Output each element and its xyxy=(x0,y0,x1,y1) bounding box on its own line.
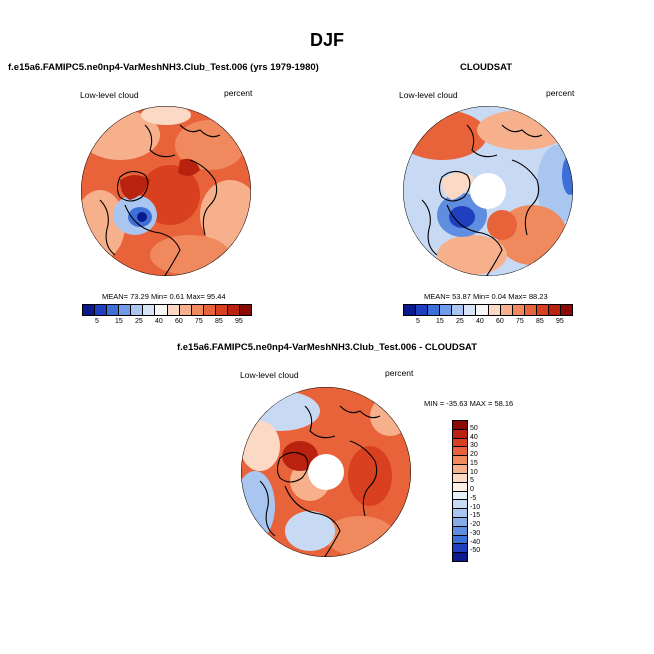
model-panel-title: f.e15a6.FAMIPC5.ne0np4-VarMeshNH3.Club_T… xyxy=(8,62,319,73)
model-colorbar-tick-label: 85 xyxy=(215,318,223,325)
obs-colorbar-swatch-1 xyxy=(416,305,429,315)
model-colorbar-tick-label: 15 xyxy=(115,318,123,325)
obs-colorbar-tick-label: 95 xyxy=(556,318,564,325)
diff-colorbar-swatch-5 xyxy=(453,465,467,474)
diff-colorbar-swatch-15 xyxy=(453,553,467,561)
model-colorbar-swatch-10 xyxy=(203,305,216,315)
diff-colorbar-swatch-13 xyxy=(453,535,467,545)
obs-colorbar-swatch-7 xyxy=(488,305,501,315)
diff-stats: MIN = -35.63 MAX = 58.16 xyxy=(424,399,514,408)
obs-panel-title: CLOUDSAT xyxy=(460,62,513,73)
obs-colorbar-swatch-6 xyxy=(476,305,489,315)
diff-colorbar-tick-label: -10 xyxy=(470,503,481,511)
diff-colorbar-swatch-9 xyxy=(453,500,467,510)
diff-colorbar-swatch-8 xyxy=(453,491,467,501)
diff-colorbar-tick-label: 10 xyxy=(470,468,478,476)
obs-colorbar xyxy=(403,304,573,316)
obs-colorbar-swatch-10 xyxy=(524,305,537,315)
obs-colorbar-swatch-8 xyxy=(500,305,513,315)
obs-colorbar-tick-label: 60 xyxy=(496,318,504,325)
obs-polar-map xyxy=(403,106,573,276)
model-colorbar-tick-label: 5 xyxy=(95,318,99,325)
model-colorbar-swatch-11 xyxy=(215,305,228,315)
diff-colorbar-ticks: 50 40 30 20 15 10 5 0 -5 -10 -15 -20 -30 -40 -50 xyxy=(470,420,510,562)
diff-variable-label: Low-level cloud xyxy=(240,370,299,380)
diff-colorbar-tick-label: 5 xyxy=(470,477,474,485)
diff-colorbar-tick-label: 15 xyxy=(470,459,478,467)
diff-colorbar-tick-label: 20 xyxy=(470,451,478,458)
diff-colorbar-swatch-0 xyxy=(453,421,467,430)
model-colorbar-tick-label: 60 xyxy=(175,318,183,325)
diff-units-label: percent xyxy=(385,368,414,378)
model-colorbar-swatch-12 xyxy=(227,305,241,315)
model-colorbar-tick-label: 40 xyxy=(155,318,163,325)
diff-colorbar xyxy=(452,420,468,562)
model-colorbar-swatch-4 xyxy=(131,305,144,315)
model-colorbar-swatch-0 xyxy=(83,305,96,315)
obs-units-label: percent xyxy=(546,88,575,98)
obs-colorbar-swatch-13 xyxy=(561,305,573,315)
obs-colorbar-swatch-4 xyxy=(452,305,465,315)
diff-colorbar-swatch-11 xyxy=(453,517,467,527)
obs-colorbar-swatch-2 xyxy=(428,305,441,315)
obs-colorbar-tick-label: 40 xyxy=(476,318,484,325)
diff-colorbar-swatch-4 xyxy=(453,456,467,466)
obs-colorbar-swatch-5 xyxy=(464,305,477,315)
model-colorbar-swatch-2 xyxy=(107,305,120,315)
diff-colorbar-swatch-2 xyxy=(453,438,467,448)
diff-colorbar-swatch-12 xyxy=(453,526,467,536)
diff-colorbar-tick-label: -50 xyxy=(470,547,481,555)
model-colorbar-ticks: 5 15 25 40 60 75 85 95 xyxy=(82,318,252,328)
model-stats: MEAN= 73.29 Min= 0.61 Max= 95.44 xyxy=(102,292,226,301)
diff-panel-title: f.e15a6.FAMIPC5.ne0np4-VarMeshNH3.Club_T… xyxy=(176,342,478,353)
diff-polar-map xyxy=(241,387,411,557)
obs-variable-label: Low-level cloud xyxy=(399,90,458,100)
model-colorbar-tick-label: 25 xyxy=(135,318,143,325)
model-units-label: percent xyxy=(224,88,253,98)
diff-colorbar-tick-label: 0 xyxy=(470,486,474,493)
diff-colorbar-swatch-14 xyxy=(453,544,467,554)
obs-colorbar-swatch-9 xyxy=(512,305,525,315)
model-colorbar-tick-label: 95 xyxy=(235,318,243,325)
model-colorbar-swatch-5 xyxy=(143,305,156,315)
model-variable-label: Low-level cloud xyxy=(80,90,139,100)
obs-stats: MEAN= 53.87 Min= 0.04 Max= 88.23 xyxy=(424,292,548,301)
diff-colorbar-swatch-10 xyxy=(453,509,467,518)
diff-colorbar-tick-label: 40 xyxy=(470,433,478,441)
diff-colorbar-tick-label: -5 xyxy=(470,494,477,502)
diff-colorbar-swatch-1 xyxy=(453,429,467,439)
obs-colorbar-tick-label: 75 xyxy=(516,318,524,325)
obs-colorbar-tick-label: 25 xyxy=(456,318,464,325)
diff-colorbar-tick-label: -30 xyxy=(470,529,481,537)
obs-colorbar-tick-label: 85 xyxy=(536,318,544,325)
diff-colorbar-tick-label: -15 xyxy=(470,512,481,520)
model-polar-map xyxy=(81,106,251,276)
figure-title: DJF xyxy=(309,30,344,50)
diff-colorbar-swatch-7 xyxy=(453,482,467,492)
obs-colorbar-swatch-0 xyxy=(404,305,417,315)
obs-colorbar-tick-label: 5 xyxy=(416,318,420,325)
model-colorbar-swatch-6 xyxy=(155,305,168,315)
diff-colorbar-tick-label: 30 xyxy=(470,442,478,450)
model-colorbar-swatch-9 xyxy=(191,305,204,315)
diff-colorbar-swatch-6 xyxy=(453,473,467,483)
obs-colorbar-swatch-3 xyxy=(440,305,453,315)
diff-colorbar-tick-label: 50 xyxy=(470,424,478,432)
obs-colorbar-ticks: 5 15 25 40 60 75 85 95 xyxy=(403,318,573,328)
model-colorbar-swatch-7 xyxy=(167,305,180,315)
diff-colorbar-tick-label: -40 xyxy=(470,538,481,546)
model-colorbar-swatch-13 xyxy=(240,305,252,315)
model-colorbar-swatch-8 xyxy=(179,305,192,315)
model-colorbar xyxy=(82,304,252,316)
obs-colorbar-swatch-12 xyxy=(548,305,562,315)
model-colorbar-swatch-1 xyxy=(95,305,108,315)
obs-colorbar-swatch-11 xyxy=(536,305,549,315)
obs-colorbar-tick-label: 15 xyxy=(436,318,444,325)
model-colorbar-tick-label: 75 xyxy=(195,318,203,325)
diff-colorbar-tick-label: -20 xyxy=(470,521,481,528)
model-colorbar-swatch-3 xyxy=(119,305,132,315)
diff-colorbar-swatch-3 xyxy=(453,447,467,457)
